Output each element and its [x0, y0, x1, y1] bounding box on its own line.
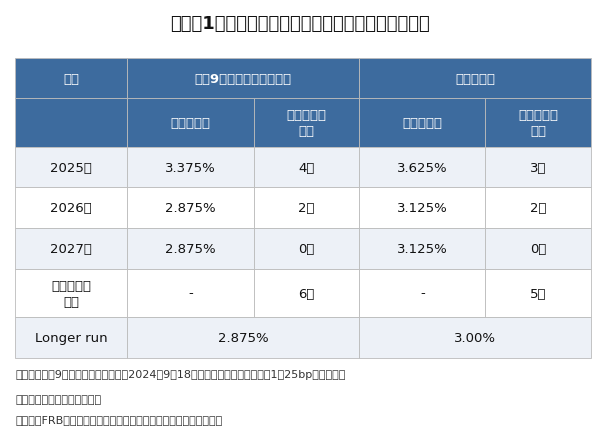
- Text: 年末中央値: 年末中央値: [402, 117, 442, 130]
- Text: 2回: 2回: [530, 202, 547, 215]
- Text: 3.00%: 3.00%: [454, 331, 496, 344]
- Text: 2.875%: 2.875%: [218, 331, 269, 344]
- Text: 5回: 5回: [530, 287, 547, 300]
- Text: 3.625%: 3.625%: [397, 161, 448, 174]
- Text: -: -: [188, 287, 193, 300]
- Text: 2026年: 2026年: [50, 202, 92, 215]
- Text: 2025年: 2025年: [50, 161, 92, 174]
- Text: 想定した場合の回数。: 想定した場合の回数。: [15, 394, 101, 404]
- Text: 6回: 6回: [298, 287, 314, 300]
- Text: 利下げ回数
合計: 利下げ回数 合計: [51, 279, 91, 308]
- Text: 2.875%: 2.875%: [165, 243, 216, 256]
- Text: 年末中央値: 年末中央値: [170, 117, 211, 130]
- Text: Longer run: Longer run: [35, 331, 107, 344]
- Text: 3.125%: 3.125%: [397, 243, 448, 256]
- Text: 前回9月のドットチャート: 前回9月のドットチャート: [195, 72, 292, 85]
- Text: 【図表1：ドットチャートが示唠する利下げの道筋】: 【図表1：ドットチャートが示唠する利下げの道筋】: [170, 15, 430, 33]
- Text: 年間利下げ
回数: 年間利下げ 回数: [518, 109, 558, 138]
- Text: 3.125%: 3.125%: [397, 202, 448, 215]
- Text: 3回: 3回: [530, 161, 547, 174]
- Text: 2027年: 2027年: [50, 243, 92, 256]
- Text: （注）　前回9月のドットチャートは2024年9月18日時点。年間利下げ回数は1回25bpの利下げを: （注） 前回9月のドットチャートは2024年9月18日時点。年間利下げ回数は1回…: [15, 369, 346, 379]
- Text: （出所）FRBの資料を基に三井住友ドスアセットマネジメント作成: （出所）FRBの資料を基に三井住友ドスアセットマネジメント作成: [15, 414, 222, 424]
- Text: 時期: 時期: [63, 72, 79, 85]
- Text: 年間利下げ
回数: 年間利下げ 回数: [286, 109, 326, 138]
- Text: 今回の予想: 今回の予想: [455, 72, 495, 85]
- Text: 2回: 2回: [298, 202, 314, 215]
- Text: 2.875%: 2.875%: [165, 202, 216, 215]
- Text: 0回: 0回: [298, 243, 314, 256]
- Text: 4回: 4回: [298, 161, 314, 174]
- Text: -: -: [420, 287, 425, 300]
- Text: 3.375%: 3.375%: [165, 161, 216, 174]
- Text: 0回: 0回: [530, 243, 547, 256]
